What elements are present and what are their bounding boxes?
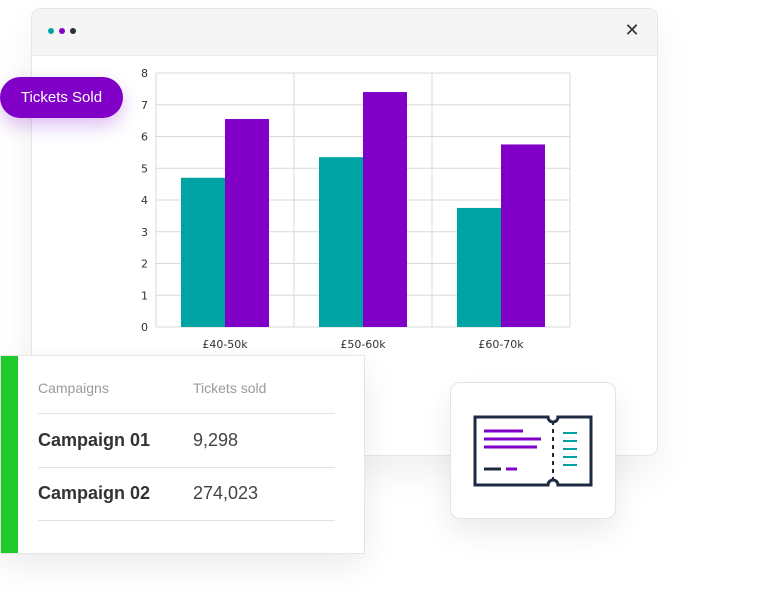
y-tick-label: 0 xyxy=(141,321,148,334)
table-row: Campaign 01 9,298 xyxy=(38,414,335,468)
tickets-sold-badge: Tickets Sold xyxy=(0,77,123,118)
dot-teal xyxy=(48,28,54,34)
bar xyxy=(363,92,407,327)
dot-dark xyxy=(70,28,76,34)
header-campaigns: Campaigns xyxy=(38,380,109,396)
y-tick-label: 7 xyxy=(141,99,148,112)
campaign-table-card: Campaigns Tickets sold Campaign 01 9,298… xyxy=(0,355,365,554)
table-header: Campaigns Tickets sold xyxy=(38,378,335,414)
green-accent-bar xyxy=(1,356,18,553)
bar xyxy=(319,157,363,327)
tickets-value: 274,023 xyxy=(193,483,259,503)
x-tick-label: £40-50k xyxy=(202,338,248,351)
x-tick-label: £50-60k xyxy=(340,338,386,351)
x-tick-label: £60-70k xyxy=(478,338,524,351)
bar xyxy=(501,144,545,327)
tickets-value: 9,298 xyxy=(193,430,239,450)
ticket-card xyxy=(450,382,616,519)
table-row: Campaign 02 274,023 xyxy=(38,467,335,521)
dot-purple xyxy=(59,28,65,34)
bar xyxy=(457,207,501,327)
bar xyxy=(181,177,225,327)
y-tick-label: 3 xyxy=(141,226,148,239)
y-tick-label: 4 xyxy=(141,194,148,207)
ticket-icon xyxy=(473,415,593,487)
bar xyxy=(225,119,269,327)
y-tick-label: 5 xyxy=(141,162,148,175)
campaign-name: Campaign 01 xyxy=(38,430,151,450)
header-tickets-sold: Tickets sold xyxy=(193,380,267,396)
y-tick-label: 8 xyxy=(141,67,148,80)
window-titlebar: ✕ xyxy=(32,9,657,56)
y-tick-label: 1 xyxy=(141,289,148,302)
ticket-outline xyxy=(473,415,593,487)
campaign-name: Campaign 02 xyxy=(38,483,151,503)
close-icon[interactable]: ✕ xyxy=(624,20,640,41)
y-tick-label: 6 xyxy=(141,131,148,144)
y-tick-label: 2 xyxy=(141,258,148,271)
